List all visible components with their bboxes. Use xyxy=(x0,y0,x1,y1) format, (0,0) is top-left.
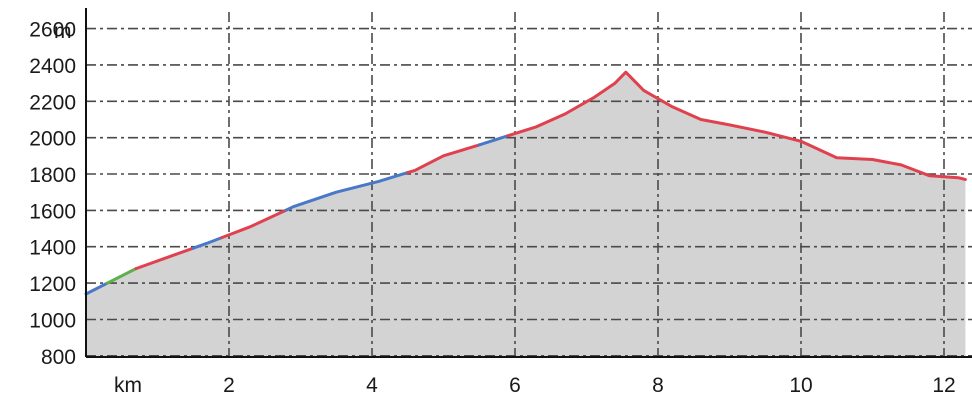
x-tick-label-4: 4 xyxy=(366,374,378,397)
x-tick-label-12: 12 xyxy=(932,374,955,397)
profile-segment-4 xyxy=(191,236,224,250)
y-tick-label-1800: 1800 xyxy=(29,164,76,187)
x-tick-label-2: 2 xyxy=(223,374,235,397)
grid-layer xyxy=(86,12,972,357)
axis-layer xyxy=(85,8,972,358)
area-layer xyxy=(86,72,966,357)
profile-segment-6 xyxy=(284,171,410,212)
y-tick-label-2000: 2000 xyxy=(29,128,76,151)
y-tick-label-1400: 1400 xyxy=(29,237,76,260)
profile-segment-8 xyxy=(477,134,510,147)
x-tick-label-10: 10 xyxy=(789,374,812,397)
x-tick-label-6: 6 xyxy=(509,374,521,397)
line-layer xyxy=(84,70,967,296)
y-axis-unit-label: m xyxy=(54,20,72,43)
x-tick-label-8: 8 xyxy=(652,374,664,397)
y-tick-label-800: 800 xyxy=(41,346,76,369)
y-tick-label-1000: 1000 xyxy=(29,310,76,333)
profile-segment-2 xyxy=(105,267,138,285)
profile-segment-7 xyxy=(406,143,481,175)
y-tick-label-2200: 2200 xyxy=(29,91,76,114)
profile-segment-5 xyxy=(220,208,288,240)
profile-segment-1 xyxy=(84,281,109,296)
y-tick-label-1600: 1600 xyxy=(29,200,76,223)
profile-segment-9 xyxy=(506,70,967,181)
y-tick-label-2400: 2400 xyxy=(29,55,76,78)
label-layer: m km 800 1000 1200 1400 1600 1800 2000 2200 2400… xyxy=(29,19,955,397)
elevation-area xyxy=(86,72,966,357)
y-tick-label-2600: 2600 xyxy=(29,19,76,42)
x-axis-unit-label: km xyxy=(114,374,142,397)
y-tick-label-1200: 1200 xyxy=(29,273,76,296)
profile-segment-3 xyxy=(134,246,195,271)
